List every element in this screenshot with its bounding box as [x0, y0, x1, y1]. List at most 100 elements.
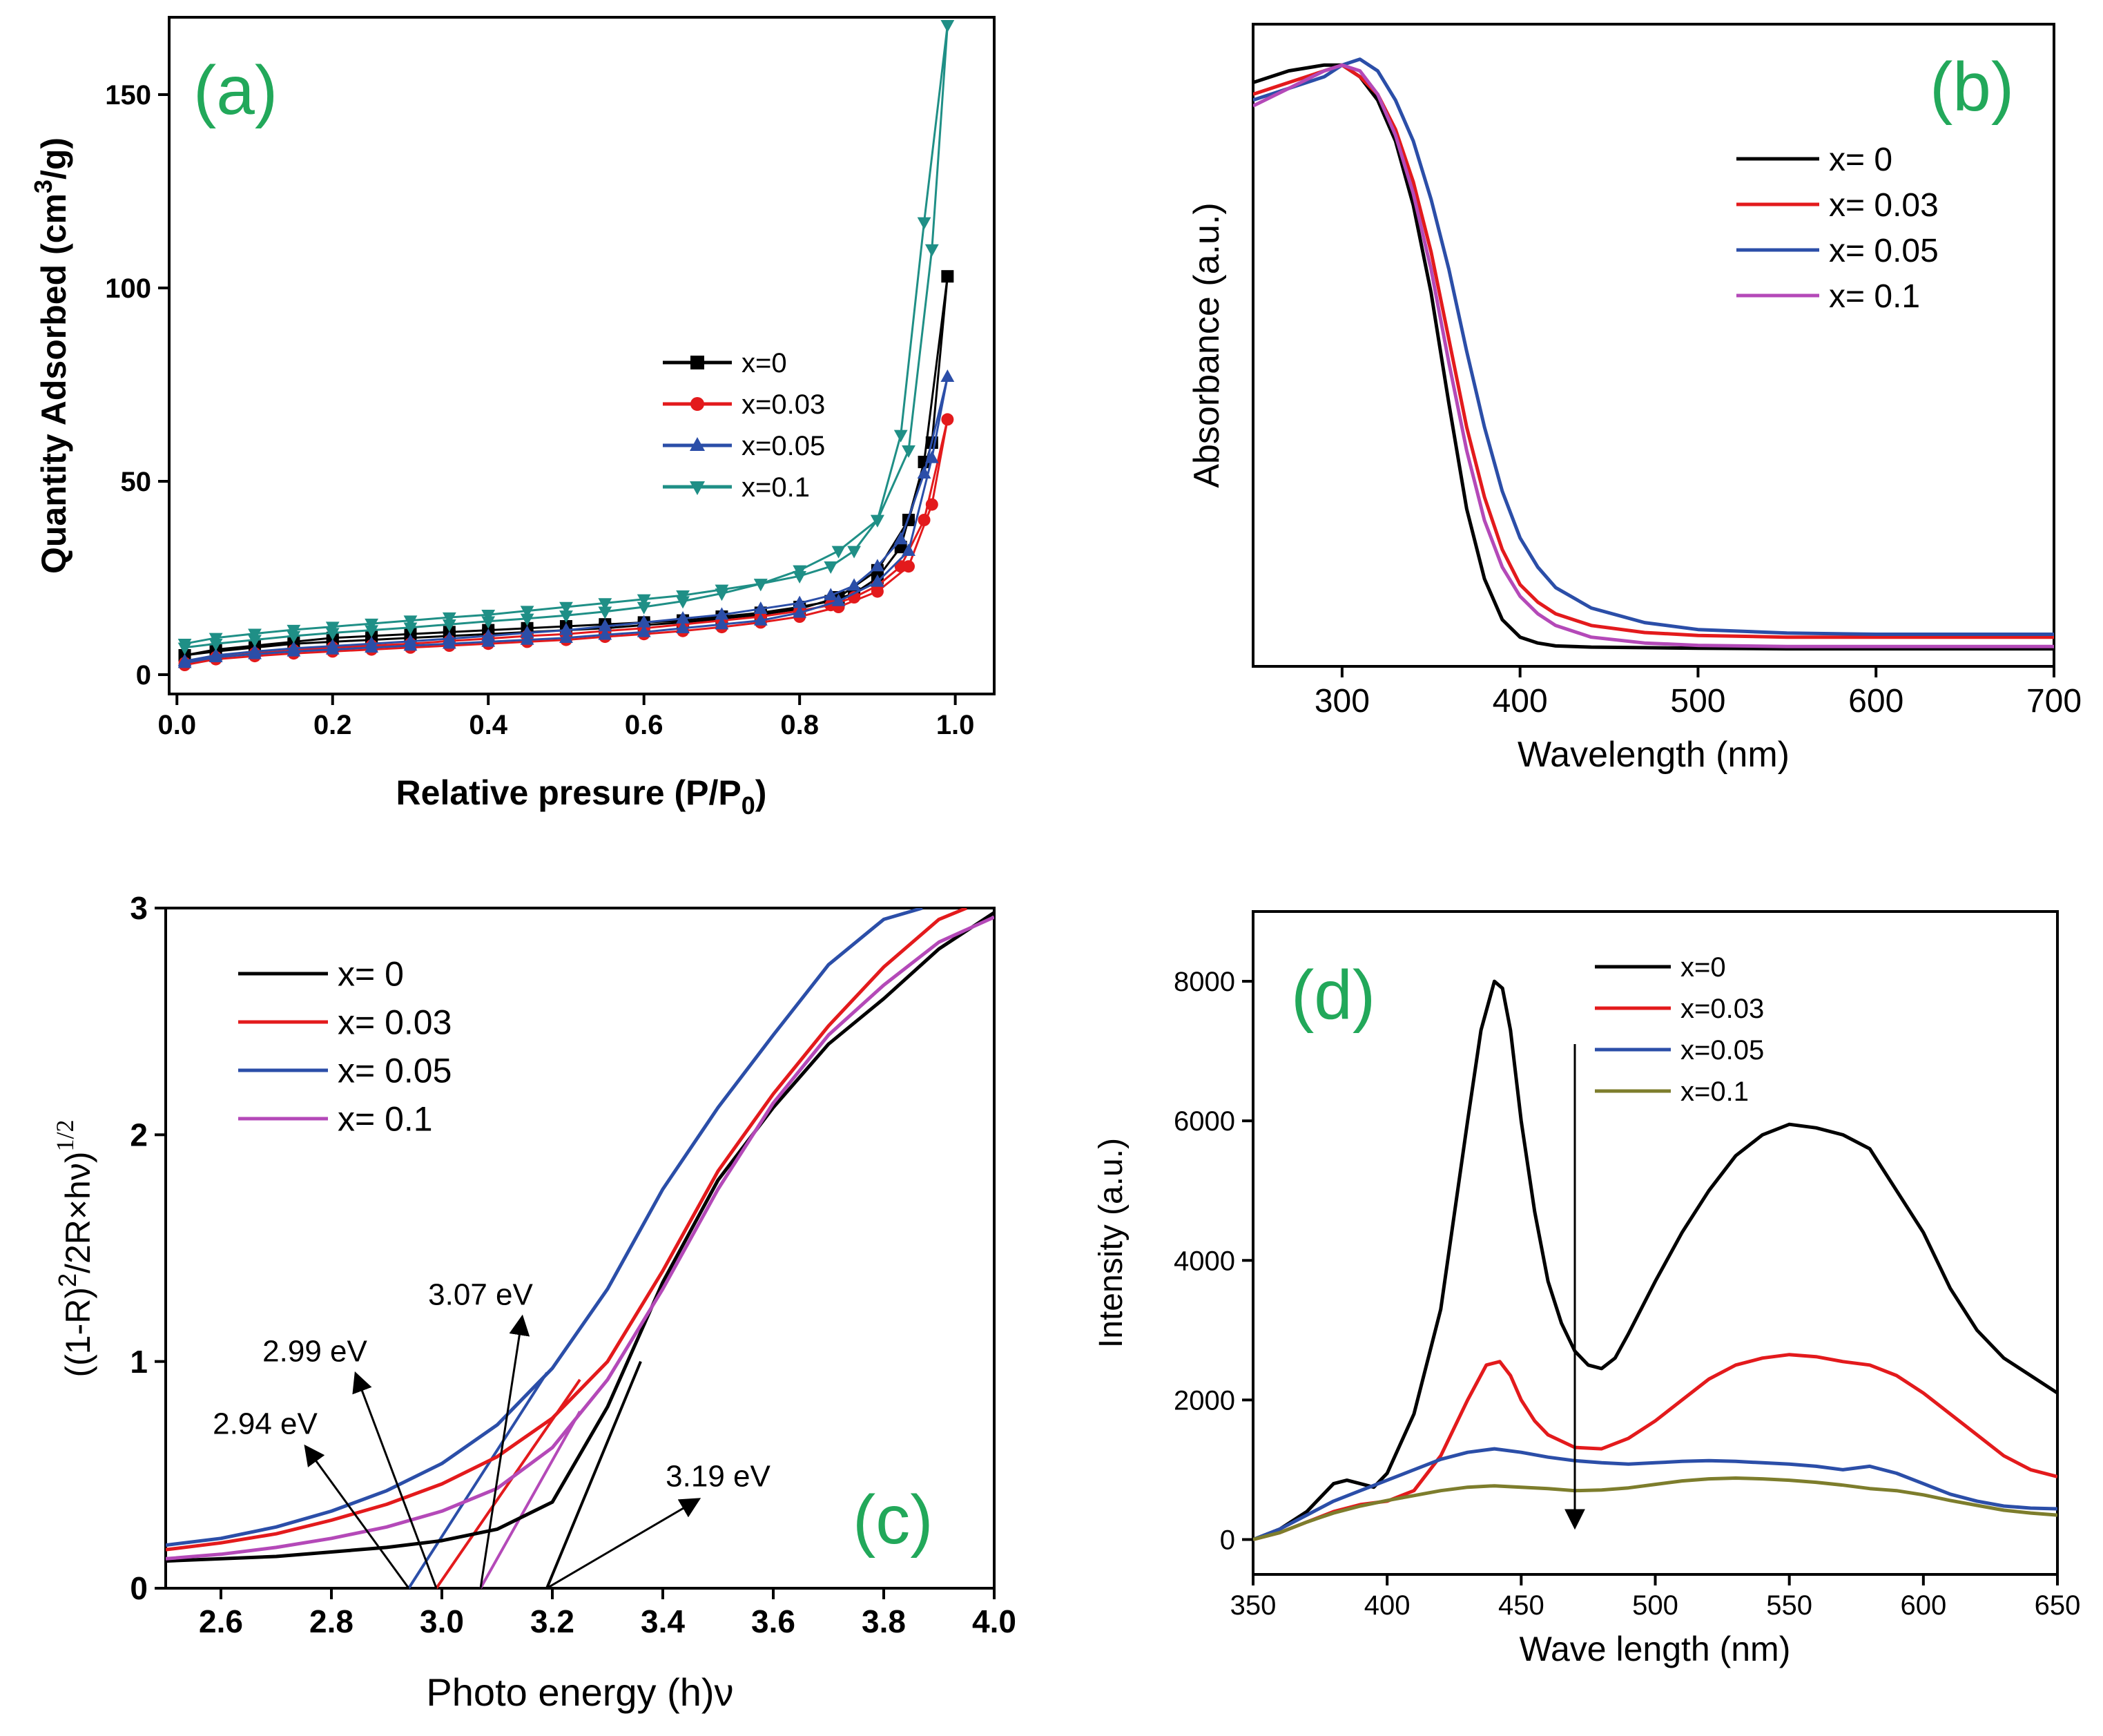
- data-point-a-2: [481, 628, 496, 642]
- data-point-a-2: [902, 543, 915, 556]
- series-line-a-0: [184, 275, 949, 657]
- data-point-a-3: [442, 612, 456, 625]
- legend-marker-a: [690, 481, 705, 495]
- data-point-a-3: [520, 606, 534, 619]
- data-point-a-2: [940, 369, 955, 382]
- y-tick-label-d: 8000: [1174, 967, 1235, 997]
- data-point-a-3: [520, 613, 534, 626]
- data-point-a-3: [365, 618, 379, 631]
- x-tick-label-a: 0.8: [780, 710, 819, 740]
- y-tick-label-c: 1: [130, 1344, 148, 1380]
- data-point-a-3: [676, 590, 690, 603]
- series-line-b-0: [1253, 63, 2054, 651]
- y-tick-label-a: 50: [121, 467, 152, 497]
- y-tick-label-c: 3: [130, 890, 148, 926]
- data-point-a-3: [559, 610, 573, 624]
- data-point-a-3: [481, 610, 496, 622]
- x-tick-label-d: 500: [1632, 1590, 1678, 1621]
- data-point-a-2: [847, 578, 861, 591]
- panel-c: 2.6 2.8 3.0 3.2 3.4 3.6 3.8 4.0 0 1 2 3 x= 0 x= 0.03 x…: [51, 890, 1016, 1714]
- data-point-a-3: [793, 571, 807, 584]
- panel-label-c: (c): [853, 1481, 933, 1559]
- data-point-a-2: [870, 574, 884, 587]
- data-point-a-2: [824, 588, 838, 601]
- panel-label-d: (d): [1291, 956, 1375, 1034]
- data-point-a-3: [325, 621, 340, 635]
- data-point-a-2: [637, 615, 651, 628]
- data-point-a-3: [637, 601, 651, 615]
- y-axis-label-d: Intensity (a.u.): [1093, 1138, 1130, 1348]
- annotation-label-c: 2.94 eV: [213, 1407, 318, 1441]
- data-point-a-3: [365, 625, 379, 638]
- series-line-d-2: [1253, 1447, 2057, 1541]
- data-point-a-3: [598, 598, 612, 611]
- y-tick-label-d: 2000: [1174, 1385, 1235, 1416]
- legend-label-d: x=0.1: [1680, 1077, 1749, 1107]
- data-point-a-3: [917, 217, 931, 230]
- legend-label-c: x= 0.05: [338, 1052, 452, 1090]
- data-point-a-2: [917, 466, 931, 479]
- data-point-a-0: [941, 270, 954, 283]
- y-tick-label-d: 4000: [1174, 1246, 1235, 1276]
- y-tick-label-d: 6000: [1174, 1106, 1235, 1137]
- x-tick-label-d: 450: [1498, 1590, 1544, 1621]
- x-axis-label-d: Wave length (nm): [1520, 1630, 1791, 1668]
- x-tick-label-a: 1.0: [936, 710, 975, 740]
- y-tick-label-a: 0: [136, 660, 151, 691]
- data-point-a-3: [248, 628, 262, 642]
- data-point-a-3: [924, 244, 939, 257]
- data-point-a-2: [598, 619, 612, 632]
- data-point-a-2: [893, 532, 908, 545]
- data-point-a-2: [637, 624, 651, 637]
- panel-a: 0.0 0.2 0.4 0.6 0.8 1.0 0 50 100 150 x=0 x=0.03 x=0.…: [29, 16, 996, 820]
- y-tick-label-d: 0: [1220, 1525, 1235, 1555]
- legend-marker-a: [690, 437, 705, 451]
- x-tick-label-c: 3.2: [530, 1603, 574, 1639]
- series-line-c-1: [166, 908, 967, 1552]
- chart-d-marks: 350 400 450 500 550 600 650 0 2000 4000 6000 8000 x=…: [1174, 952, 2080, 1621]
- plot-frame-c: [164, 907, 996, 1590]
- x-tick-label-d: 400: [1364, 1590, 1411, 1621]
- data-point-a-3: [831, 546, 846, 559]
- x-tick-label-a: 0.2: [313, 710, 352, 740]
- data-point-a-2: [209, 648, 223, 661]
- x-tick-label-b: 500: [1670, 683, 1725, 720]
- tangent-line-c: [407, 1372, 548, 1590]
- x-tick-label-b: 300: [1315, 683, 1370, 720]
- legend-label-d: x=0: [1680, 952, 1726, 983]
- x-tick-label-c: 3.8: [862, 1603, 906, 1639]
- y-tick-label-c: 2: [130, 1117, 148, 1152]
- data-point-a-2: [248, 644, 262, 657]
- x-tick-label-d: 650: [2035, 1590, 2081, 1621]
- data-point-a-2: [177, 653, 192, 666]
- data-point-a-2: [793, 605, 807, 618]
- x-axis-label-a: Relative presure (P/P0): [396, 773, 767, 820]
- x-tick-label-a: 0.4: [469, 710, 507, 740]
- annotation-label-c: 3.19 eV: [666, 1459, 771, 1493]
- legend-label-a: x=0: [742, 348, 787, 378]
- legend-label-a: x=0.03: [742, 389, 825, 420]
- legend-label-d: x=0.05: [1680, 1035, 1764, 1065]
- annotation-label-c: 3.07 eV: [428, 1278, 533, 1312]
- x-tick-label-c: 3.0: [420, 1603, 464, 1639]
- data-point-a-2: [676, 611, 690, 624]
- data-point-a-2: [715, 607, 729, 620]
- x-tick-label-c: 3.4: [641, 1603, 685, 1639]
- data-point-a-2: [520, 625, 534, 638]
- data-point-a-3: [902, 445, 915, 458]
- data-point-a-2: [831, 593, 846, 606]
- data-point-a-2: [559, 622, 573, 635]
- series-line-b-1: [1253, 63, 2054, 639]
- panel-label-a: (a): [193, 52, 278, 129]
- x-tick-label-d: 550: [1766, 1590, 1812, 1621]
- data-point-a-2: [520, 632, 534, 645]
- chart-a-marks: 0.0 0.2 0.4 0.6 0.8 1.0 0 50 100 150 x=0 x=0.03 x=0.…: [105, 20, 974, 740]
- y-axis-label-b: Absorbance (a.u.): [1187, 202, 1227, 488]
- series-line-d-1: [1253, 1353, 2057, 1541]
- legend-label-b: x= 0.1: [1829, 278, 1920, 315]
- x-tick-label-b: 700: [2026, 683, 2082, 720]
- data-point-a-3: [893, 430, 908, 443]
- data-point-a-3: [403, 622, 418, 635]
